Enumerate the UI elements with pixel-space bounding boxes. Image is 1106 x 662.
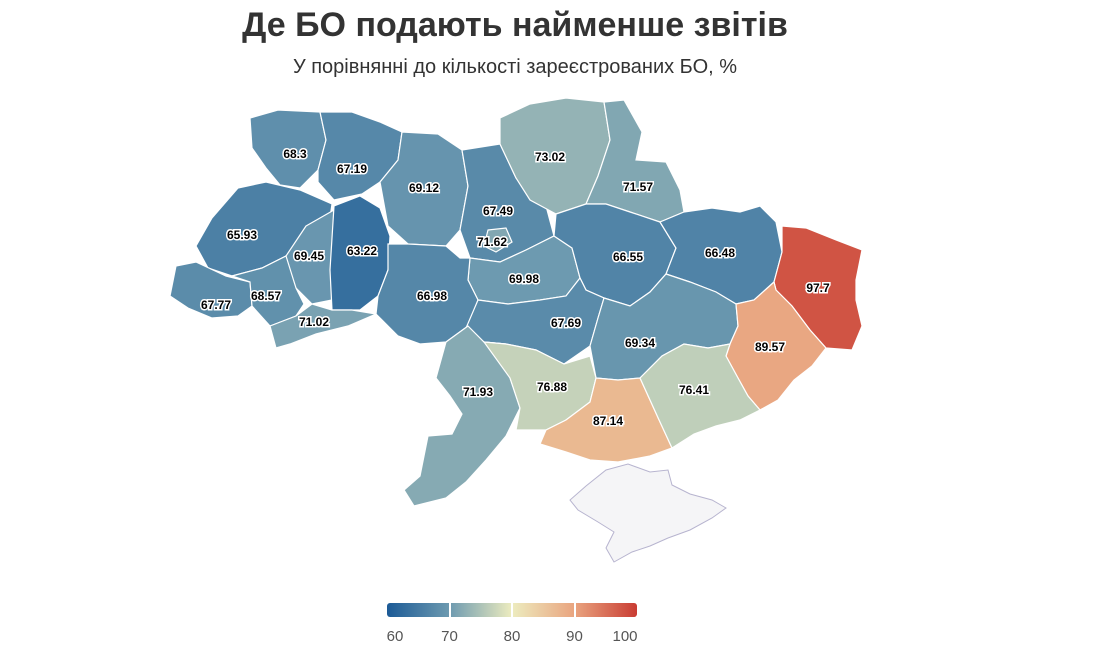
region-value-label: 69.34: [625, 336, 655, 350]
region-value-label: 76.41: [679, 383, 709, 397]
region-value-label: 68.57: [251, 289, 281, 303]
region-value-label: 71.62: [477, 235, 507, 249]
region-shape[interactable]: [483, 227, 513, 253]
region-value-label: 76.88: [537, 380, 567, 394]
region-value-label: 69.12: [409, 181, 439, 195]
legend-tick: [448, 603, 451, 617]
legend-tick: [573, 603, 576, 617]
choropleth-map: 68.3 67.19 69.12 67.49 71.62 73.02 71.57 65.93 6…: [169, 97, 863, 563]
region-value-label: 69.98: [509, 272, 539, 286]
legend-tick-label: 80: [503, 628, 521, 645]
crimea-region: [569, 463, 727, 563]
region-value-label: 67.77: [201, 298, 231, 312]
legend-tick-label: 70: [441, 628, 458, 645]
region-shape[interactable]: [249, 109, 327, 189]
legend-tick: [511, 603, 513, 617]
region-value-label: 66.48: [705, 246, 735, 260]
legend-tick-label: 100: [612, 628, 638, 645]
region-value-label: 63.22: [347, 244, 377, 258]
region-value-label: 73.02: [535, 150, 565, 164]
region-value-label: 87.14: [593, 414, 623, 428]
region-value-label: 71.93: [463, 385, 493, 399]
legend-tick-label: 90: [566, 628, 583, 645]
region-value-label: 67.19: [337, 162, 367, 176]
map-title: Де БО подають найменше звітів: [242, 6, 788, 44]
region-shape[interactable]: [229, 255, 305, 327]
region-value-label: 67.49: [483, 204, 513, 218]
region-shape[interactable]: [639, 343, 761, 449]
region-value-label: 89.57: [755, 340, 785, 354]
region-value-label: 71.02: [299, 315, 329, 329]
region-value-label: 66.98: [417, 289, 447, 303]
region-value-label: 66.55: [613, 250, 643, 264]
region-shape[interactable]: [317, 111, 403, 201]
region-value-label: 97.7: [806, 281, 830, 295]
legend-tick-label: 60: [386, 628, 404, 645]
region-value-label: 69.45: [294, 249, 324, 263]
region-value-label: 68.3: [283, 147, 307, 161]
region-value-label: 65.93: [227, 228, 257, 242]
map-subtitle: У порівнянні до кількості зареєстрованих…: [292, 56, 738, 78]
region-value-label: 71.57: [623, 180, 653, 194]
region-shape[interactable]: [169, 261, 253, 319]
region-value-label: 67.69: [551, 316, 581, 330]
